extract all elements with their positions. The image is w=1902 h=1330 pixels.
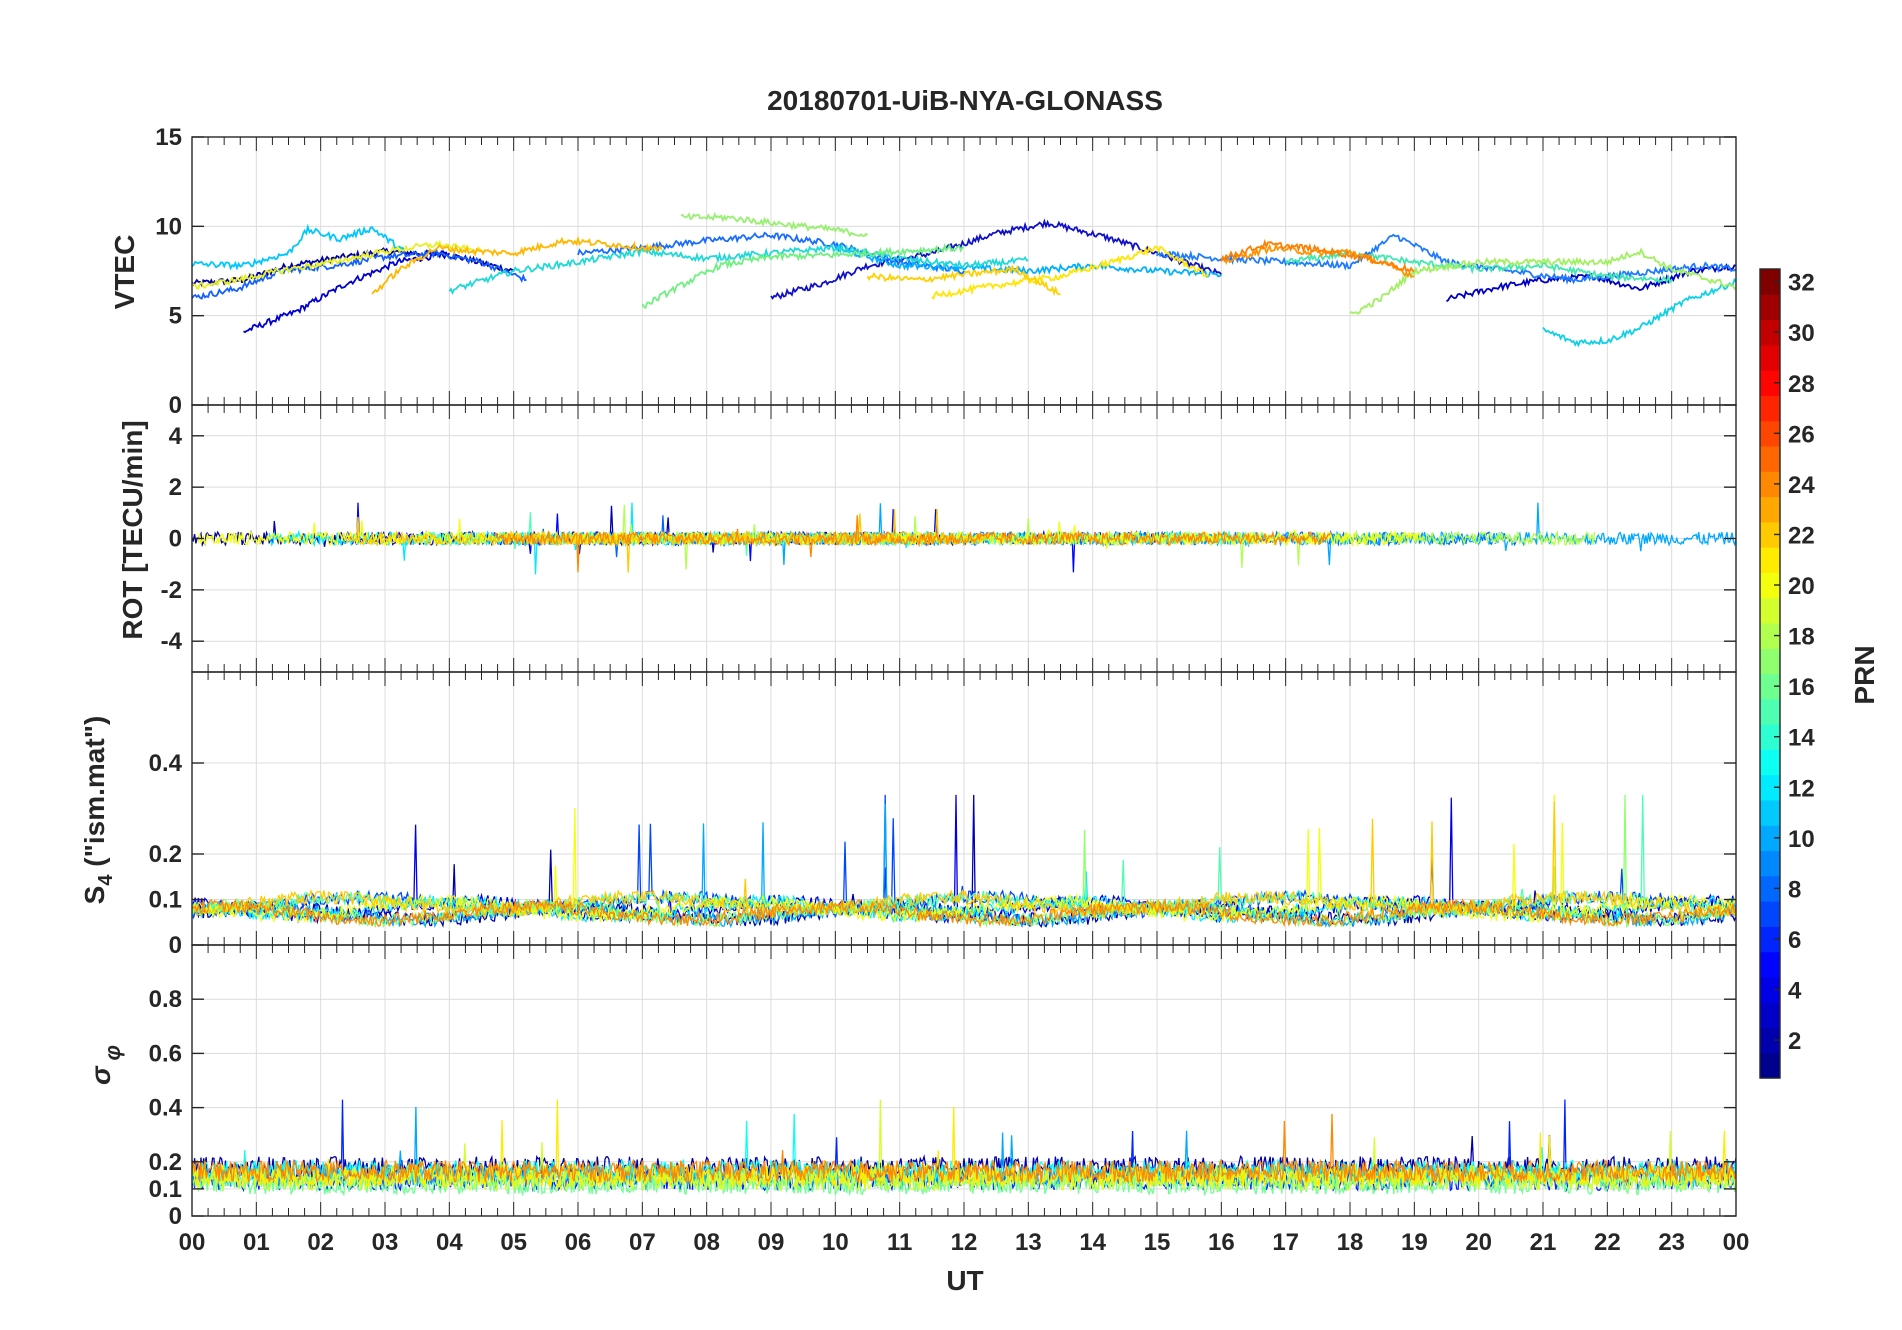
- y-tick-label: 0.1: [149, 887, 182, 914]
- colorbar-tick-label: 18: [1788, 624, 1815, 651]
- x-tick-label: 17: [1272, 1229, 1299, 1256]
- x-tick-label: 12: [951, 1229, 978, 1256]
- x-tick-label: 07: [629, 1229, 656, 1256]
- colorbar-tick-label: 16: [1788, 674, 1815, 701]
- colorbar-tick-label: 26: [1788, 421, 1815, 448]
- y-tick-label: 0.6: [149, 1040, 182, 1067]
- y-tick-label: -2: [161, 577, 182, 604]
- colorbar-tick-label: 4: [1788, 978, 1802, 1005]
- colorbar-band: [1760, 800, 1780, 826]
- y-tick-label: 0: [169, 932, 182, 959]
- y-tick-label: 0.8: [149, 986, 182, 1013]
- x-tick-label: 08: [693, 1229, 720, 1256]
- x-tick-label: 02: [307, 1229, 334, 1256]
- colorbar-tick-label: 12: [1788, 775, 1815, 802]
- y-tick-label: 5: [169, 303, 182, 330]
- colorbar-band: [1760, 497, 1780, 523]
- x-tick-label: 18: [1337, 1229, 1364, 1256]
- colorbar-tick-label: 8: [1788, 876, 1801, 903]
- colorbar-band: [1760, 749, 1780, 775]
- chart-title: 20180701-UiB-NYA-GLONASS: [767, 85, 1163, 116]
- colorbar-tick-label: 20: [1788, 573, 1815, 600]
- colorbar-band: [1760, 1002, 1780, 1028]
- y-tick-label: 0: [169, 526, 182, 553]
- colorbar-band: [1760, 850, 1780, 876]
- colorbar-band: [1760, 395, 1780, 421]
- x-tick-label: 00: [179, 1229, 206, 1256]
- y-tick-label: 0.4: [149, 1095, 183, 1122]
- x-tick-label: 06: [565, 1229, 592, 1256]
- x-tick-label: 03: [372, 1229, 399, 1256]
- colorbar-tick-label: 24: [1788, 472, 1815, 499]
- colorbar-band: [1760, 648, 1780, 674]
- x-tick-label: 20: [1465, 1229, 1492, 1256]
- sigma-ylabel-sub: φ: [100, 1045, 125, 1060]
- colorbar-band: [1760, 598, 1780, 624]
- y-tick-label: 0: [169, 1203, 182, 1230]
- y-tick-label: 10: [155, 213, 182, 240]
- x-tick-label: 01: [243, 1229, 270, 1256]
- colorbar-label: PRN: [1849, 645, 1880, 704]
- rot-ylabel: ROT [TECU/min]: [117, 420, 148, 639]
- s4-ylabel-rest: ("ism.mat"): [79, 716, 110, 875]
- colorbar-band: [1760, 1053, 1780, 1079]
- x-tick-label: 19: [1401, 1229, 1428, 1256]
- y-tick-label: 0.4: [149, 750, 183, 777]
- s4-ylabel-main: S: [79, 886, 110, 905]
- x-tick-label: 09: [758, 1229, 785, 1256]
- colorbar-tick-label: 14: [1788, 725, 1815, 752]
- x-tick-label: 15: [1144, 1229, 1171, 1256]
- x-tick-label: 14: [1079, 1229, 1106, 1256]
- x-tick-label: 23: [1658, 1229, 1685, 1256]
- sigma-ylabel-main: σ: [85, 1065, 116, 1085]
- colorbar-band: [1760, 952, 1780, 978]
- colorbar-tick-label: 2: [1788, 1028, 1801, 1055]
- y-tick-label: 4: [169, 423, 183, 450]
- colorbar-band: [1760, 345, 1780, 371]
- x-tick-label: 16: [1208, 1229, 1235, 1256]
- colorbar-band: [1760, 446, 1780, 472]
- x-tick-label: 21: [1530, 1229, 1557, 1256]
- y-tick-label: 0.2: [149, 841, 182, 868]
- y-tick-label: 15: [155, 124, 182, 151]
- colorbar-tick-label: 30: [1788, 320, 1815, 347]
- x-tick-label: 11: [887, 1229, 912, 1256]
- x-tick-label: 22: [1594, 1229, 1621, 1256]
- x-tick-label: 13: [1015, 1229, 1042, 1256]
- colorbar-band: [1760, 547, 1780, 573]
- x-tick-label: 04: [436, 1229, 463, 1256]
- x-tick-label: 00: [1723, 1229, 1750, 1256]
- vtec-ylabel: VTEC: [109, 235, 140, 310]
- colorbar-tick-label: 6: [1788, 927, 1801, 954]
- colorbar-band: [1760, 699, 1780, 725]
- colorbar-tick-label: 32: [1788, 270, 1815, 297]
- colorbar-band: [1760, 294, 1780, 320]
- x-tick-label: 05: [500, 1229, 527, 1256]
- colorbar-tick-label: 28: [1788, 371, 1815, 398]
- colorbar-tick-label: 22: [1788, 522, 1815, 549]
- y-tick-label: -4: [161, 628, 183, 655]
- x-axis-label: UT: [946, 1265, 983, 1296]
- y-tick-label: 0.2: [149, 1149, 182, 1176]
- y-tick-label: 0.1: [149, 1176, 182, 1203]
- x-tick-label: 10: [822, 1229, 849, 1256]
- y-tick-label: 2: [169, 474, 182, 501]
- colorbar-tick-label: 10: [1788, 826, 1815, 853]
- colorbar-band: [1760, 901, 1780, 927]
- y-tick-label: 0: [169, 392, 182, 419]
